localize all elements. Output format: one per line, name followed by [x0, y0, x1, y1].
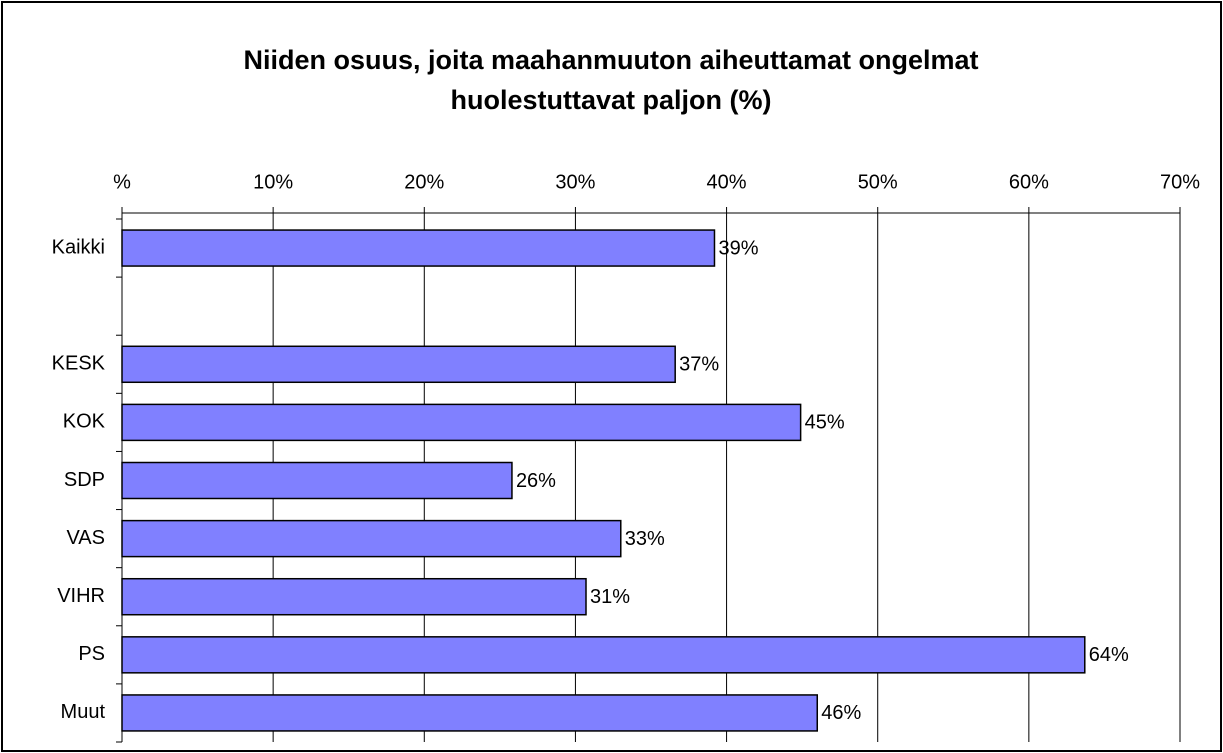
- bar: [121, 694, 819, 732]
- bar: [121, 636, 1086, 674]
- x-tick-label: 60%: [1009, 171, 1049, 193]
- value-label: 64%: [1089, 644, 1129, 666]
- x-tick-label: 30%: [555, 171, 595, 193]
- bar: [121, 577, 587, 616]
- x-tick-label: 40%: [707, 171, 747, 193]
- bar: [121, 461, 513, 500]
- bar: [121, 403, 802, 442]
- value-label: 45%: [805, 412, 845, 434]
- y-tick-label: Muut: [61, 701, 106, 723]
- x-tick-label: 10%: [253, 171, 293, 193]
- y-tick-label: VAS: [66, 527, 105, 549]
- x-tick-label: 50%: [858, 171, 898, 193]
- chart-title: Niiden osuus, joita maahanmuuton aiheutt…: [243, 45, 979, 115]
- value-label: 31%: [590, 586, 630, 608]
- x-tick-label: 20%: [404, 171, 444, 193]
- y-tick-label: PS: [78, 643, 105, 665]
- bar: [121, 229, 716, 267]
- bar: [121, 519, 622, 558]
- x-tick-label: %: [113, 171, 131, 193]
- value-label: 37%: [679, 354, 719, 376]
- y-tick-label: KESK: [52, 353, 106, 375]
- y-tick-label: KOK: [63, 411, 106, 433]
- y-tick-label: VIHR: [57, 585, 105, 607]
- x-tick-label: 70%: [1160, 171, 1200, 193]
- value-label: 46%: [821, 702, 861, 724]
- y-tick-label: SDP: [64, 469, 105, 491]
- value-label: 39%: [718, 237, 758, 259]
- value-label: 26%: [516, 470, 556, 492]
- bar: [121, 345, 676, 384]
- y-tick-label: Kaikki: [52, 236, 105, 258]
- value-label: 33%: [625, 528, 665, 550]
